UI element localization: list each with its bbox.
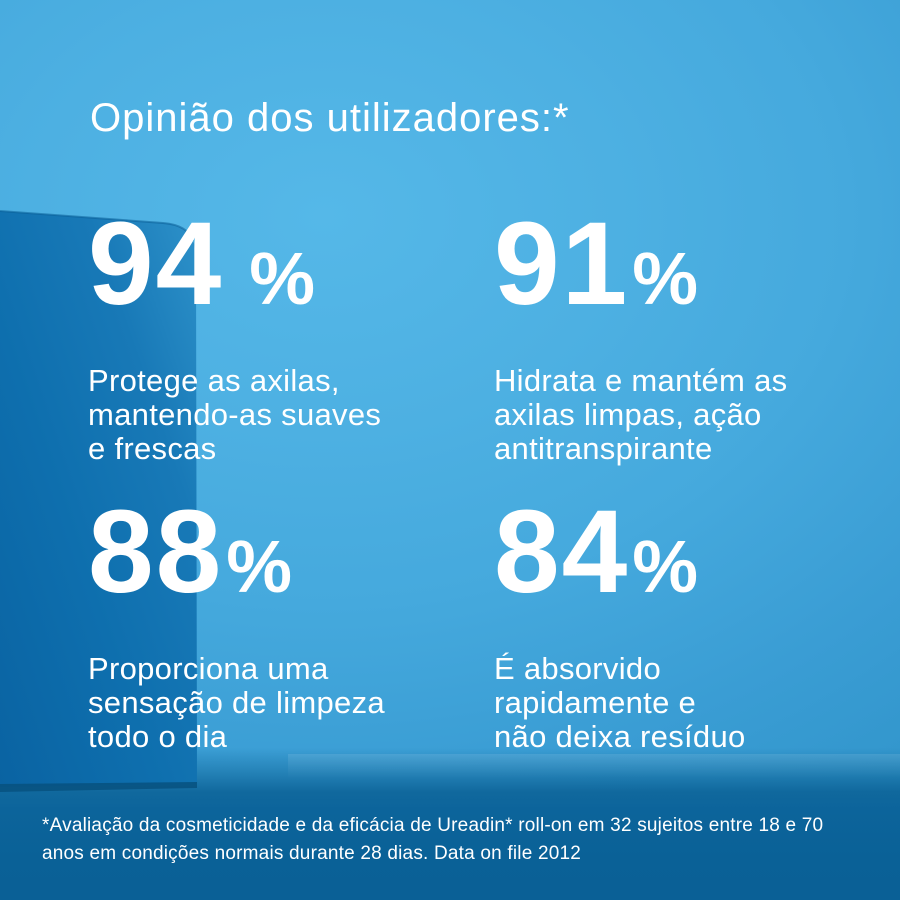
stat-description: Protege as axilas, mantendo-as suaves e … [88,364,381,466]
footnote-line: anos em condições normais durante 28 dia… [42,843,582,864]
stat-number-row: 91% [494,204,787,360]
stat-description-line: todo o dia [88,719,228,754]
percent-sign: % [632,525,699,608]
stat-description-line: axilas limpas, ação [494,397,762,432]
stat-value: 84 [494,486,630,618]
page-title: Opinião dos utilizadores:* [90,96,570,140]
stat-description-line: Proporciona uma [88,651,329,686]
stat-value: 91 [494,198,630,330]
stat-block-94: 94% Protege as axilas, mantendo-as suave… [88,204,381,466]
stat-value: 94 [88,198,224,330]
stat-value: 88 [88,486,224,618]
stat-description-line: Hidrata e mantém as [494,363,788,398]
box-face [0,211,197,787]
box-top-edge [0,210,194,242]
stat-description-line: sensação de limpeza [88,685,385,720]
stat-description-line: e frescas [88,431,217,466]
stat-description-line: rapidamente e [494,685,697,720]
stat-block-84: 84% É absorvido rapidamente e não deixa … [494,492,746,754]
box-bottom-shadow [0,782,197,792]
percent-sign: % [249,237,316,320]
stat-number-row: 84% [494,492,746,648]
footnote: *Avaliação da cosmeticidade e da eficáci… [42,812,823,868]
stat-description-line: não deixa resíduo [494,719,746,754]
stat-description: Proporciona uma sensação de limpeza todo… [88,652,385,754]
percent-sign: % [226,525,293,608]
stat-description-line: antitranspirante [494,431,713,466]
stat-number-row: 88% [88,492,385,648]
stat-description: Hidrata e mantém as axilas limpas, ação … [494,364,787,466]
stat-block-91: 91% Hidrata e mantém as axilas limpas, a… [494,204,787,466]
product-box-shape [0,210,197,792]
stat-description: É absorvido rapidamente e não deixa resí… [494,652,746,754]
footnote-line: *Avaliação da cosmeticidade e da eficáci… [42,815,824,836]
stat-description-line: É absorvido [494,651,662,686]
stat-description-line: Protege as axilas, [88,363,340,398]
stat-description-line: mantendo-as suaves [88,397,382,432]
stat-number-row: 94% [88,204,381,360]
stat-block-88: 88% Proporciona uma sensação de limpeza … [88,492,385,754]
percent-sign: % [632,237,699,320]
